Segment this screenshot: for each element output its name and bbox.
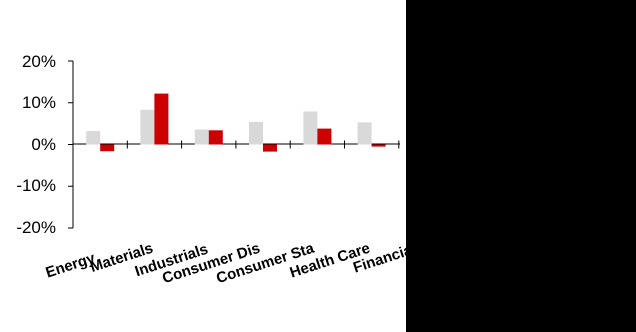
redaction-block: [406, 0, 636, 332]
bar-series-1: [86, 131, 101, 145]
y-axis: 20% 10% 0% -10% -20%: [16, 52, 74, 237]
bar-series-1: [194, 129, 209, 145]
category-labels: Energy Materials Industrials Consumer Di…: [44, 239, 415, 287]
bar-series-2: [317, 128, 332, 145]
y-tick-label: -20%: [16, 218, 56, 237]
bar-series-1: [140, 109, 155, 145]
bar-series-2: [371, 144, 386, 147]
bar-series-2: [100, 144, 115, 152]
y-tick-label: 20%: [22, 52, 56, 71]
bar-series-2: [208, 130, 223, 145]
bars: [86, 93, 426, 152]
y-tick-label: -10%: [16, 176, 56, 195]
y-tick-label: 10%: [22, 93, 56, 112]
bar-series-1: [357, 122, 372, 145]
y-tick-label: 0%: [31, 135, 56, 154]
bar-series-1: [303, 111, 318, 145]
x-ticks: [126, 140, 400, 149]
bar-series-2: [154, 93, 169, 145]
bar-series-1: [249, 122, 263, 145]
bar-series-2: [263, 144, 277, 152]
